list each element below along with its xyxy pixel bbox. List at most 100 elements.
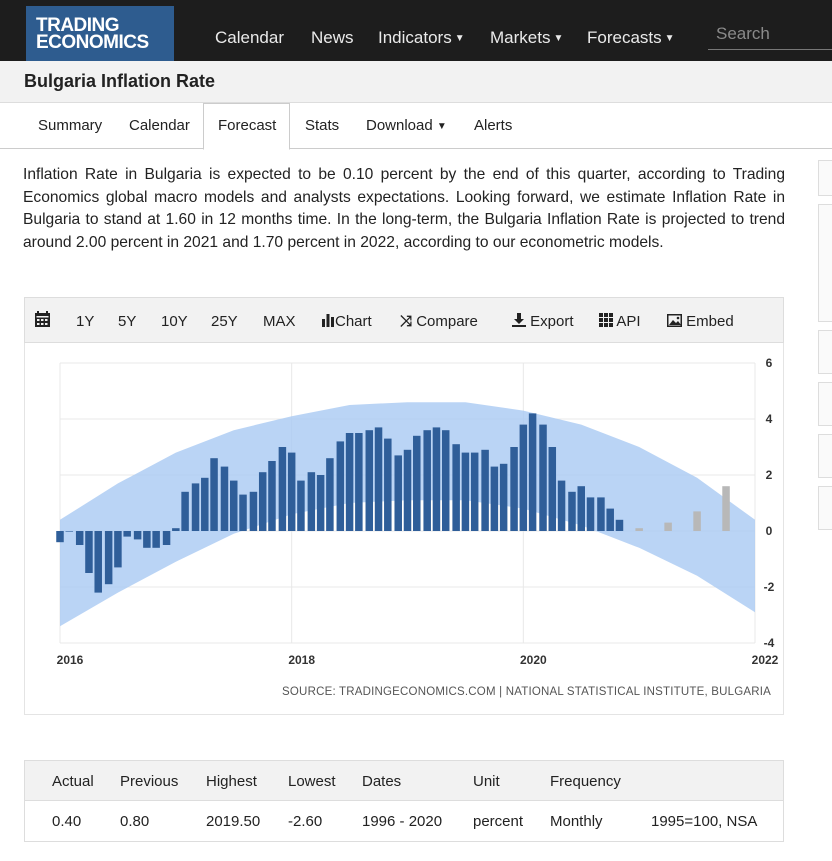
sidebar-panel [818,160,832,196]
grid-icon [599,313,613,327]
actual-bar [85,531,93,573]
page-title: Bulgaria Inflation Rate [24,71,216,91]
actual-bar [413,435,421,531]
actual-bar [384,438,392,531]
nav-markets[interactable]: Markets ▼ [490,28,563,48]
value-dates: 1996 - 2020 [362,813,443,830]
actual-bar [239,494,247,531]
actual-bar [568,491,576,531]
value-frequency: Monthly [550,813,603,830]
y-tick-label: 6 [766,356,773,370]
range-10y-button[interactable]: 10Y [161,313,188,330]
nav-calendar[interactable]: Calendar [215,28,284,47]
actual-bar [258,472,267,531]
actual-bar [56,531,64,543]
x-tick-label: 2020 [520,653,547,667]
tab-calendar[interactable]: Calendar [129,117,190,134]
value-highest: 2019.50 [206,813,261,830]
range-25y-button[interactable]: 25Y [211,313,238,330]
actual-bar [586,497,595,531]
tab-download[interactable]: Download ▼ [366,117,447,134]
range-max-button[interactable]: MAX [263,313,296,330]
actual-bar [94,531,102,593]
export-button[interactable]: Export [512,313,574,330]
trading-economics-logo[interactable]: TRADING ECONOMICS [26,6,174,61]
y-tick-label: -2 [764,580,775,594]
sidebar-panel [818,330,832,374]
actual-bar [403,449,412,531]
actual-bar [452,444,460,531]
caret-down-icon: ▼ [436,121,447,132]
api-button[interactable]: API [599,313,641,330]
tab-alerts[interactable]: Alerts [474,117,513,134]
actual-bar [345,433,354,531]
value-lowest: -2.60 [288,813,323,830]
header-unit: Unit [473,773,500,790]
actual-bar [326,458,334,531]
actual-bar [355,433,363,531]
actual-bar [577,486,585,531]
embed-button[interactable]: Embed [667,313,734,330]
actual-bar [75,531,84,545]
actual-bar [539,424,547,531]
actual-bar [499,463,508,531]
range-5y-button[interactable]: 5Y [118,313,137,330]
logo-line-1: TRADING [36,15,120,36]
compare-label: Compare [416,313,478,330]
range-1y-button[interactable]: 1Y [76,313,95,330]
actual-bar [432,427,441,531]
actual-bar [220,466,229,531]
search-input[interactable]: Search [708,24,832,50]
actual-bar [287,452,296,531]
nav-news[interactable]: News [311,28,354,47]
header-dates: Dates [362,773,402,790]
actual-bar [191,483,200,531]
tab-forecast[interactable]: Forecast [218,117,277,134]
actual-bar [307,472,316,531]
y-tick-label: 4 [766,412,773,426]
top-navigation-bar: TRADING ECONOMICS Calendar News Indicato… [0,0,832,61]
tab-stats[interactable]: Stats [305,117,340,134]
actual-bar [548,447,557,531]
actual-bar [104,531,113,585]
actual-bar [394,455,402,531]
actual-bar [336,441,345,531]
actual-bar [268,461,276,531]
tab-summary[interactable]: Summary [38,117,103,134]
calendar-icon[interactable] [35,311,50,331]
x-tick-label: 2022 [752,653,779,667]
actual-bar [510,447,518,531]
actual-bar [461,452,470,531]
actual-bar [481,449,489,531]
forecast-bar [693,511,701,531]
nav-markets-label: Markets [490,28,551,47]
bar-chart-icon [322,314,334,327]
actual-bar [557,480,566,531]
sidebar-panel [818,434,832,478]
y-tick-label: 2 [766,468,773,482]
actual-bar [519,424,528,531]
actual-bar [297,480,305,531]
compare-button[interactable]: ⤨ Compare [400,313,478,330]
caret-down-icon: ▼ [454,33,465,44]
title-bar: Bulgaria Inflation Rate [0,61,832,103]
actual-bar [230,480,238,531]
forecast-bar [722,486,730,531]
chart-type-button[interactable]: Chart [321,313,372,330]
nav-indicators[interactable]: Indicators ▼ [378,28,465,48]
actual-bar [114,531,122,568]
actual-bar [162,531,171,545]
actual-bar [365,430,374,531]
nav-forecasts[interactable]: Forecasts ▼ [587,28,675,48]
sidebar-panel [818,204,832,322]
actual-bar [172,528,180,531]
sidebar-panel [818,382,832,426]
forecast-bar [664,522,672,531]
caret-down-icon: ▼ [664,33,675,44]
actual-bar [615,519,624,531]
header-actual: Actual [52,773,94,790]
actual-bar [316,475,325,531]
actual-bar [201,477,209,531]
actual-bar [490,466,499,531]
nav-forecasts-label: Forecasts [587,28,662,47]
